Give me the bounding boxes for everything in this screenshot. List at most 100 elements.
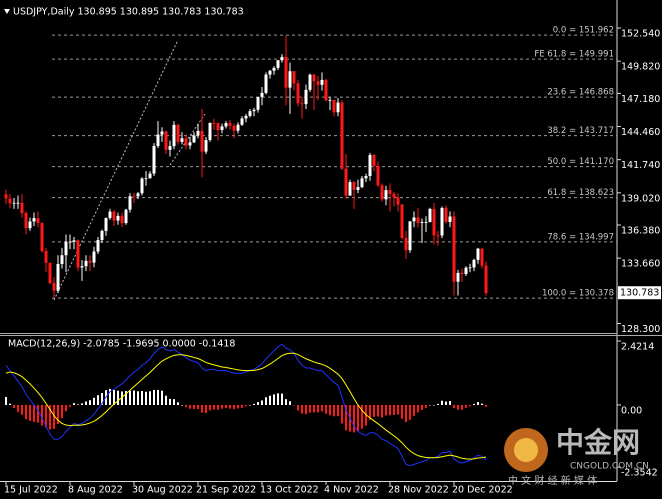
candle-body (328, 99, 332, 101)
candle-body (20, 202, 24, 214)
candle-body (380, 185, 384, 200)
candle-body (132, 196, 136, 198)
watermark-logo: 中金网 (556, 426, 640, 459)
histogram-bar (441, 400, 443, 405)
candle-body (184, 138, 188, 146)
histogram-bar (149, 391, 151, 405)
candle-body (280, 56, 284, 61)
candle-body (252, 109, 256, 112)
histogram-bar (317, 404, 319, 413)
candle-body (484, 265, 488, 294)
y-tick-label: 147.180 (621, 94, 660, 105)
histogram-bar (249, 404, 251, 406)
histogram-bar (337, 404, 339, 417)
histogram-bar (285, 399, 287, 405)
histogram-bar (57, 404, 59, 424)
watermark-tagline: 中 文 财 经 新 媒 体 (508, 474, 597, 487)
x-tick-label: 30 Aug 2022 (132, 485, 193, 496)
candle-body (192, 135, 196, 143)
histogram-bar (425, 404, 427, 408)
fib-label: FE 61.8 = 149.991 (534, 50, 614, 60)
candle-body (104, 218, 108, 231)
histogram-bar (61, 404, 63, 419)
histogram-bar (37, 404, 39, 423)
histogram-bar (449, 401, 451, 405)
histogram-bar (145, 391, 147, 405)
candle-body (304, 89, 308, 105)
histogram-bar (157, 389, 159, 405)
candle-body (52, 283, 56, 291)
histogram-bar (177, 402, 179, 405)
candle-body (120, 215, 124, 224)
candle-body (128, 196, 132, 210)
candle-body (360, 178, 364, 188)
candle-body (404, 238, 408, 251)
candle-body (272, 67, 276, 71)
histogram-bar (481, 403, 483, 405)
histogram-bar (173, 399, 175, 405)
histogram-bar (161, 390, 163, 405)
candle-body (376, 165, 380, 186)
histogram-bar (133, 390, 135, 405)
histogram-bar (209, 404, 211, 411)
fib-label: 0.0 = 151.962 (553, 26, 614, 36)
histogram-bar (101, 393, 103, 405)
histogram-bar (341, 404, 343, 424)
histogram-bar (377, 404, 379, 417)
histogram-bar (289, 401, 291, 405)
candle-body (368, 155, 372, 177)
histogram-bar (129, 390, 131, 405)
x-tick-label: 13 Oct 2022 (260, 485, 319, 496)
histogram-bar (213, 404, 215, 410)
histogram-bar (389, 404, 391, 416)
histogram-bar (121, 391, 123, 405)
candle-body (12, 202, 16, 204)
fib-label: 38.2 = 143.717 (547, 126, 614, 136)
histogram-bar (125, 390, 127, 405)
candle-body (168, 146, 172, 150)
histogram-bar (217, 404, 219, 410)
candle-body (396, 197, 400, 205)
candle-body (264, 74, 268, 93)
histogram-bar (305, 404, 307, 415)
candle-body (476, 248, 480, 260)
candle-body (352, 182, 356, 190)
candle-body (472, 259, 476, 268)
histogram-bar (241, 404, 243, 408)
candle-body (16, 202, 20, 204)
y-tick-label: 133.660 (621, 259, 660, 270)
histogram-bar (25, 404, 27, 420)
histogram-bar (361, 404, 363, 429)
histogram-bar (437, 403, 439, 405)
candle-body (340, 102, 344, 169)
candle-body (172, 124, 176, 147)
histogram-bar (33, 404, 35, 422)
candle-body (320, 79, 324, 85)
candle-body (336, 102, 340, 113)
candle-body (204, 140, 208, 152)
candle-body (240, 118, 244, 125)
y-tick-label: 139.020 (621, 193, 660, 204)
histogram-bar (225, 404, 227, 409)
y-tick-label: 152.540 (621, 29, 660, 40)
candle-body (388, 190, 392, 194)
candle-body (96, 239, 100, 252)
histogram-bar (401, 404, 403, 419)
watermark-domain: CNGOLD.COM.CN (570, 462, 649, 472)
candle-body (232, 125, 236, 131)
candle-body (208, 122, 212, 141)
histogram-bar (13, 404, 15, 409)
candle-body (72, 240, 76, 242)
histogram-bar (357, 404, 359, 432)
histogram-bar (49, 404, 51, 430)
indicator-line (5, 343, 487, 467)
fib-label: 100.0 = 130.378 (542, 289, 614, 299)
histogram-bar (457, 404, 459, 410)
candle-body (384, 190, 388, 200)
candle-body (88, 260, 92, 263)
histogram-bar (309, 404, 311, 413)
plot-area: 152.540 149.820 147.180 144.460 141.740 139.0… (4, 26, 661, 496)
histogram-bar (433, 404, 435, 406)
histogram-bar (353, 404, 355, 433)
